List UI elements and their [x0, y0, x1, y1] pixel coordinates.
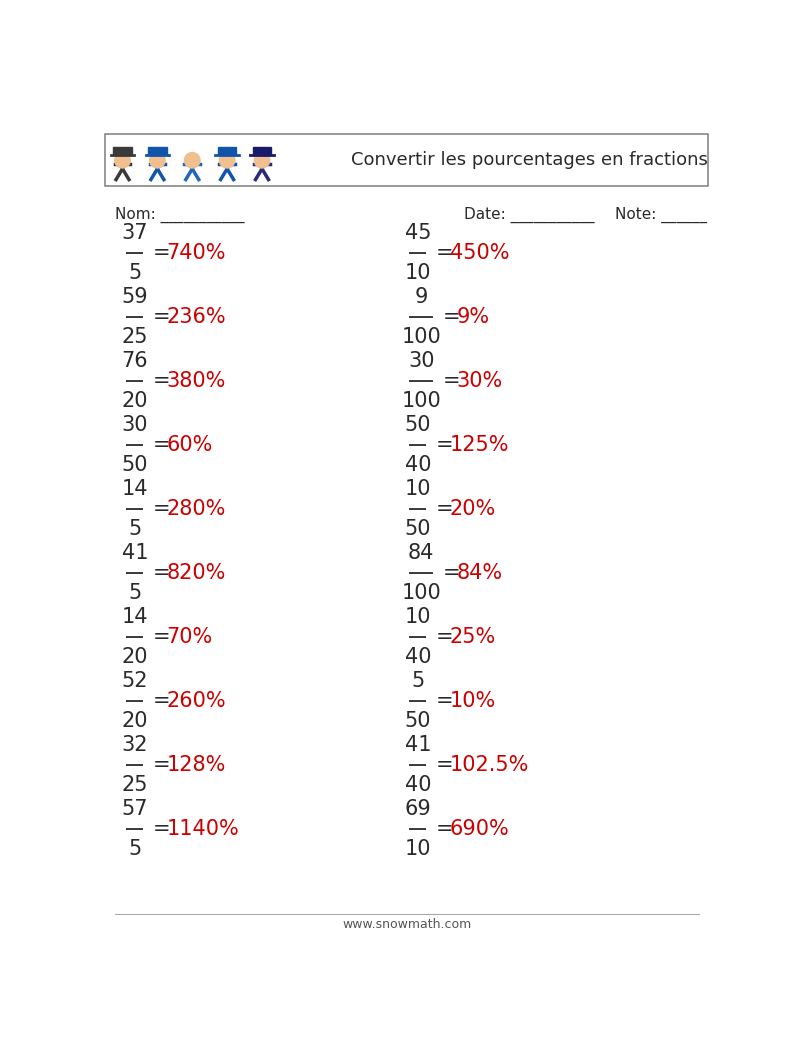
Bar	[252, 147, 272, 155]
Text: 236%: 236%	[167, 307, 226, 327]
Circle shape	[114, 153, 130, 168]
Text: =: =	[152, 372, 171, 392]
Text: =: =	[152, 627, 171, 647]
Text: =: =	[152, 499, 171, 519]
Text: 84: 84	[408, 543, 434, 563]
Text: Convertir les pourcentages en fractions: Convertir les pourcentages en fractions	[351, 152, 707, 170]
Text: 100: 100	[402, 583, 441, 603]
Text: =: =	[152, 307, 171, 327]
Text: 9: 9	[414, 287, 428, 307]
Text: 40: 40	[404, 775, 431, 795]
Text: 69: 69	[404, 798, 431, 818]
Text: 10: 10	[404, 479, 431, 499]
Text: 84%: 84%	[457, 563, 503, 583]
Text: =: =	[436, 691, 453, 711]
Text: 100: 100	[402, 392, 441, 412]
Text: =: =	[152, 435, 171, 455]
FancyBboxPatch shape	[106, 134, 708, 186]
Text: 52: 52	[121, 671, 148, 691]
Text: 41: 41	[121, 543, 148, 563]
Text: 57: 57	[121, 798, 148, 818]
Circle shape	[184, 153, 200, 168]
Text: =: =	[152, 563, 171, 583]
Text: =: =	[152, 755, 171, 775]
Circle shape	[254, 153, 270, 168]
Text: 450%: 450%	[449, 243, 509, 263]
Text: 20: 20	[121, 711, 148, 731]
Text: 5: 5	[129, 519, 141, 539]
Bar	[218, 147, 237, 155]
Text: 50: 50	[404, 711, 431, 731]
Text: 10: 10	[404, 838, 431, 858]
Text: 280%: 280%	[167, 499, 226, 519]
Text: 41: 41	[404, 735, 431, 755]
Bar	[114, 147, 132, 155]
Text: 30: 30	[121, 415, 148, 435]
Text: =: =	[442, 563, 461, 583]
Text: 25: 25	[121, 775, 148, 795]
Text: 30: 30	[408, 352, 434, 372]
Text: 820%: 820%	[167, 563, 226, 583]
Text: 50: 50	[121, 455, 148, 475]
Text: 690%: 690%	[449, 818, 509, 838]
Text: 128%: 128%	[167, 755, 226, 775]
Text: 60%: 60%	[167, 435, 213, 455]
Text: =: =	[152, 243, 171, 263]
Text: 40: 40	[404, 455, 431, 475]
Text: 20: 20	[121, 647, 148, 667]
Text: 25: 25	[121, 327, 148, 347]
Text: 14: 14	[121, 479, 148, 499]
Text: 14: 14	[121, 607, 148, 627]
Text: 5: 5	[129, 263, 141, 283]
Text: 5: 5	[411, 671, 425, 691]
Text: 59: 59	[121, 287, 148, 307]
Circle shape	[149, 153, 165, 168]
Text: 102.5%: 102.5%	[449, 755, 529, 775]
Text: 50: 50	[404, 519, 431, 539]
Text: 10%: 10%	[449, 691, 495, 711]
Text: 9%: 9%	[457, 307, 490, 327]
Text: 40: 40	[404, 647, 431, 667]
Text: =: =	[436, 627, 453, 647]
Text: Date: ___________: Date: ___________	[464, 206, 594, 223]
Text: =: =	[436, 435, 453, 455]
Text: =: =	[436, 243, 453, 263]
Text: 70%: 70%	[167, 627, 213, 647]
Text: 50: 50	[404, 415, 431, 435]
Text: 25%: 25%	[449, 627, 495, 647]
Text: =: =	[152, 818, 171, 838]
Text: 740%: 740%	[167, 243, 226, 263]
Text: 20: 20	[121, 392, 148, 412]
Text: =: =	[436, 755, 453, 775]
Text: Note: ______: Note: ______	[615, 206, 707, 223]
Text: 32: 32	[121, 735, 148, 755]
Text: 380%: 380%	[167, 372, 226, 392]
Text: =: =	[442, 372, 461, 392]
Circle shape	[219, 153, 235, 168]
Text: 125%: 125%	[449, 435, 509, 455]
Text: 100: 100	[402, 327, 441, 347]
Text: 10: 10	[404, 263, 431, 283]
Text: Nom: ___________: Nom: ___________	[115, 206, 245, 223]
Text: www.snowmath.com: www.snowmath.com	[342, 917, 472, 931]
Text: =: =	[442, 307, 461, 327]
Text: 20%: 20%	[449, 499, 495, 519]
Text: 10: 10	[404, 607, 431, 627]
Text: 260%: 260%	[167, 691, 226, 711]
Text: 5: 5	[129, 583, 141, 603]
Text: 30%: 30%	[457, 372, 503, 392]
Text: =: =	[436, 499, 453, 519]
Text: 76: 76	[121, 352, 148, 372]
Text: 37: 37	[121, 223, 148, 243]
Text: 45: 45	[404, 223, 431, 243]
Text: 1140%: 1140%	[167, 818, 240, 838]
Text: =: =	[152, 691, 171, 711]
Text: 5: 5	[129, 838, 141, 858]
Text: =: =	[436, 818, 453, 838]
Bar	[148, 147, 167, 155]
